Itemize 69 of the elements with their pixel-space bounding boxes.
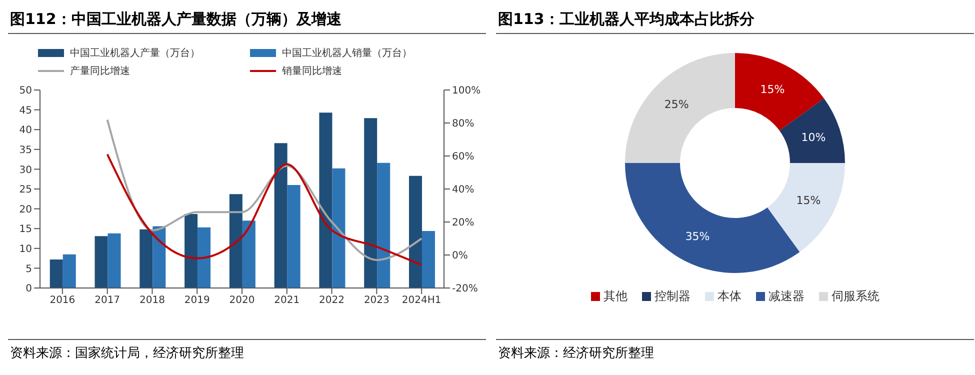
- bar: [152, 226, 166, 288]
- bar: [62, 254, 76, 288]
- y2-tick-label: 20%: [452, 218, 474, 229]
- x-tick-label: 2018: [139, 295, 165, 306]
- bar: [319, 112, 332, 288]
- y-tick-label: 15: [19, 224, 32, 236]
- y2-tick-label: 60%: [452, 152, 474, 163]
- y2-tick-label: 40%: [452, 184, 474, 196]
- y-tick-label: 50: [19, 86, 32, 97]
- y-tick-label: 20: [19, 204, 32, 216]
- bar: [94, 236, 108, 288]
- x-tick-label: 2016: [50, 295, 76, 306]
- donut-slice: [779, 98, 845, 163]
- y-tick-label: 5: [26, 264, 32, 275]
- y2-tick-label: -20%: [452, 284, 478, 295]
- legend-label: 产量同比增速: [69, 64, 131, 78]
- y2-tick-label: 80%: [452, 118, 474, 130]
- legend-label: 其他: [602, 288, 628, 305]
- bar: [408, 176, 422, 288]
- x-tick-label: 2024H1: [402, 295, 442, 306]
- x-tick-label: 2021: [274, 295, 300, 306]
- x-tick-label: 2023: [364, 295, 390, 306]
- legend-label: 控制器: [654, 288, 690, 305]
- bar: [184, 214, 198, 288]
- y-tick-label: 35: [19, 144, 32, 156]
- bar: [274, 143, 288, 288]
- y-tick-label: 40: [19, 125, 32, 136]
- bar: [108, 233, 121, 288]
- legend-label: 中国工业机器人产量（万台）: [69, 46, 201, 60]
- y-tick-label: 25: [19, 184, 32, 196]
- bar: [229, 194, 242, 288]
- legend-label: 销量同比增速: [281, 64, 343, 78]
- y-tick-label: 0: [26, 284, 32, 295]
- line-series: [106, 118, 423, 261]
- donut-slice: [735, 53, 824, 131]
- bar: [50, 259, 63, 288]
- x-tick-label: 2022: [319, 295, 345, 306]
- y-tick-label: 10: [19, 244, 32, 255]
- x-tick-label: 2019: [184, 295, 210, 306]
- y2-tick-label: 0%: [452, 250, 468, 262]
- x-tick-label: 2017: [94, 295, 120, 306]
- bar: [287, 185, 300, 288]
- bar: [198, 227, 211, 288]
- y2-tick-label: 100%: [452, 86, 481, 97]
- text: 资料来源：经济研究所整理: [498, 345, 655, 362]
- data-label: 15%: [760, 82, 785, 96]
- x-tick-label: 2020: [229, 295, 255, 306]
- bar: [332, 168, 346, 288]
- text: 资料来源：国家统计局，经济研究所整理: [10, 345, 245, 362]
- y-tick-label: 30: [19, 164, 32, 176]
- chart-title: 图112：中国工业机器人产量数据（万辆）及增速: [8, 8, 486, 34]
- bar: [422, 230, 435, 288]
- bar: [377, 162, 390, 288]
- legend-label: 减速器: [768, 288, 804, 305]
- data-label: 15%: [796, 194, 821, 207]
- bar: [364, 118, 378, 288]
- data-label: 35%: [685, 230, 710, 244]
- data-label: 10%: [801, 131, 826, 144]
- y-tick-label: 45: [19, 105, 32, 116]
- bar: [242, 220, 256, 288]
- legend-label: 中国工业机器人销量（万台）: [281, 46, 413, 60]
- bar: [140, 229, 153, 288]
- line-series: [106, 153, 423, 266]
- data-label: 25%: [664, 98, 689, 112]
- legend-label: 伺服系统: [830, 288, 880, 305]
- donut-slice: [625, 53, 735, 163]
- legend-label: 本体: [716, 288, 742, 305]
- chart-title: 图113：工业机器人平均成本占比拆分: [496, 8, 974, 34]
- donut-slice: [767, 163, 845, 252]
